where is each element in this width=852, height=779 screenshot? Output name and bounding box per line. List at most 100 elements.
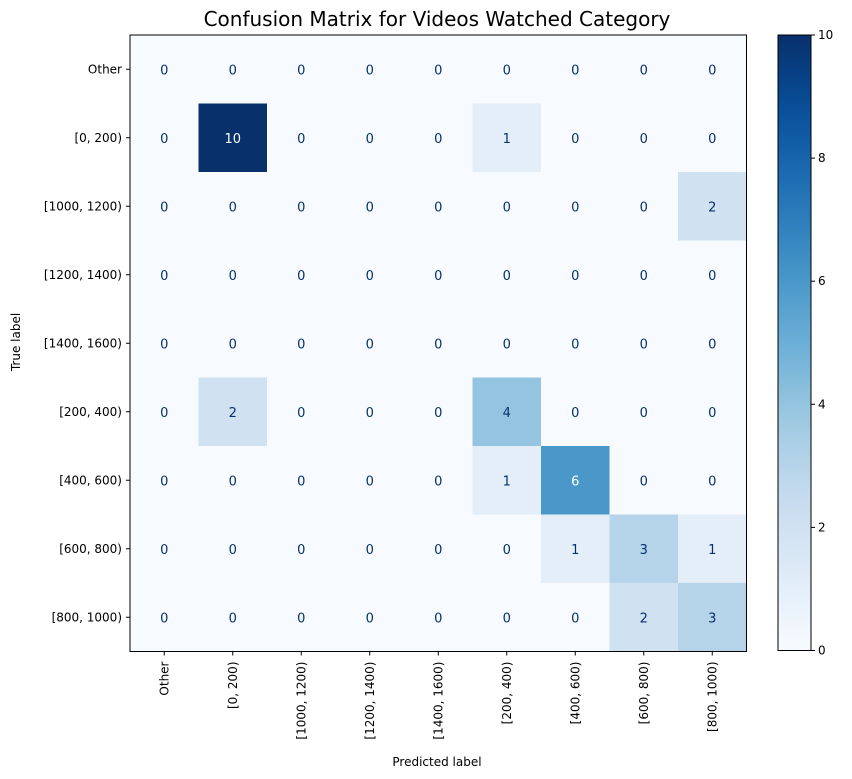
y-axis-label: True label <box>9 313 23 372</box>
heatmap-cell <box>678 240 747 310</box>
heatmap-cell <box>130 514 199 584</box>
cell-value-label: 0 <box>434 543 442 558</box>
heatmap-cell <box>472 103 542 173</box>
cell-value-label: 0 <box>571 337 579 352</box>
colorbar-tick-label: 4 <box>818 397 826 411</box>
cell-value-label: 0 <box>160 132 168 147</box>
heatmap-cell <box>335 309 405 378</box>
heatmap-cell <box>472 309 542 378</box>
cell-value-label: 0 <box>571 200 579 215</box>
cell-value-label: 0 <box>366 337 374 352</box>
heatmap-cell <box>198 583 268 652</box>
cell-value-label: 0 <box>297 269 305 284</box>
cell-value-label: 0 <box>366 132 374 147</box>
heatmap-cell <box>267 172 336 241</box>
heatmap-cell <box>267 35 336 104</box>
cell-value-label: 0 <box>297 63 305 78</box>
cell-value-label: 0 <box>297 132 305 147</box>
heatmap-cell <box>609 583 679 652</box>
heatmap-cell <box>404 103 473 173</box>
cell-value-label: 0 <box>229 337 237 352</box>
heatmap-cell <box>335 172 405 241</box>
cell-value-label: 0 <box>366 474 374 489</box>
y-tick-label: [400, 600) <box>59 473 122 487</box>
cell-value-label: 0 <box>708 406 716 421</box>
x-axis-label: Predicted label <box>392 755 481 769</box>
cell-value-label: 0 <box>434 200 442 215</box>
heatmap-cell <box>130 103 199 173</box>
heatmap-cell <box>198 240 268 310</box>
cell-value-label: 0 <box>708 132 716 147</box>
heatmap-cell <box>404 240 473 310</box>
x-tick-label: [600, 800) <box>637 662 651 725</box>
heatmap-cell <box>678 103 747 173</box>
heatmap-cell <box>678 514 747 584</box>
cell-value-label: 0 <box>160 474 168 489</box>
y-tick-label: [1400, 1600) <box>44 336 122 350</box>
heatmap-cell <box>335 103 405 173</box>
cell-value-label: 0 <box>160 337 168 352</box>
cell-value-label: 0 <box>229 611 237 626</box>
heatmap-cell <box>404 377 473 447</box>
cell-value-label: 0 <box>297 200 305 215</box>
colorbar-tick-label: 8 <box>818 151 826 165</box>
heatmap-cell <box>267 103 336 173</box>
heatmap-cell <box>472 514 542 584</box>
y-tick-label: [1000, 1200) <box>44 199 122 213</box>
heatmap-cell <box>404 583 473 652</box>
cell-value-label: 0 <box>366 406 374 421</box>
heatmap-cell <box>267 240 336 310</box>
heatmap-cell <box>267 583 336 652</box>
cell-value-label: 0 <box>297 543 305 558</box>
cell-value-label: 3 <box>708 611 716 626</box>
heatmap-cell <box>335 240 405 310</box>
y-tick-label: [0, 200) <box>74 131 122 145</box>
cell-value-label: 0 <box>503 63 511 78</box>
cell-value-label: 0 <box>503 200 511 215</box>
cell-value-label: 0 <box>503 611 511 626</box>
heatmap-cell <box>678 35 747 104</box>
cell-value-label: 0 <box>297 611 305 626</box>
cell-value-label: 0 <box>434 132 442 147</box>
cell-value-label: 10 <box>224 132 241 147</box>
cell-value-label: 3 <box>640 543 648 558</box>
cell-value-label: 0 <box>229 63 237 78</box>
heatmap-cell <box>541 309 610 378</box>
heatmap-cell <box>541 240 610 310</box>
y-axis: Other [0, 200) [1000, 1200) [1200, 1400) [14… <box>44 62 130 624</box>
cell-value-label: 0 <box>640 406 648 421</box>
heatmap-cell <box>678 172 747 241</box>
heatmap-cell <box>678 309 747 378</box>
cell-value-label: 2 <box>640 611 648 626</box>
cell-value-label: 0 <box>708 474 716 489</box>
heatmap-cell <box>609 377 679 447</box>
cell-value-label: 0 <box>297 406 305 421</box>
cell-value-label: 0 <box>160 543 168 558</box>
heatmap-cell <box>130 446 199 515</box>
cell-value-label: 0 <box>297 474 305 489</box>
cell-value-label: 0 <box>160 63 168 78</box>
heatmap-cell <box>541 377 610 447</box>
heatmap-cell <box>198 35 268 104</box>
cell-value-label: 0 <box>640 132 648 147</box>
heatmap-cell <box>335 583 405 652</box>
cell-value-label: 6 <box>571 474 579 489</box>
heatmap-cell <box>541 446 610 515</box>
heatmap-cell <box>198 309 268 378</box>
cell-value-label: 0 <box>229 543 237 558</box>
heatmap-cell <box>541 172 610 241</box>
cell-value-label: 0 <box>640 63 648 78</box>
heatmap-cell <box>609 514 679 584</box>
x-tick-label: [0, 200) <box>226 662 240 710</box>
cell-value-label: 2 <box>229 406 237 421</box>
cell-value-label: 0 <box>366 200 374 215</box>
heatmap-cell <box>472 35 542 104</box>
heatmap-cell <box>609 240 679 310</box>
x-tick-label: [200, 400) <box>500 662 514 725</box>
y-tick-label: [1200, 1400) <box>44 268 122 282</box>
colorbar-tick-label: 0 <box>818 644 826 658</box>
colorbar-gradient <box>777 34 812 651</box>
heatmap-cell <box>198 103 268 173</box>
colorbar: 0 2 4 6 8 10 <box>777 28 833 658</box>
